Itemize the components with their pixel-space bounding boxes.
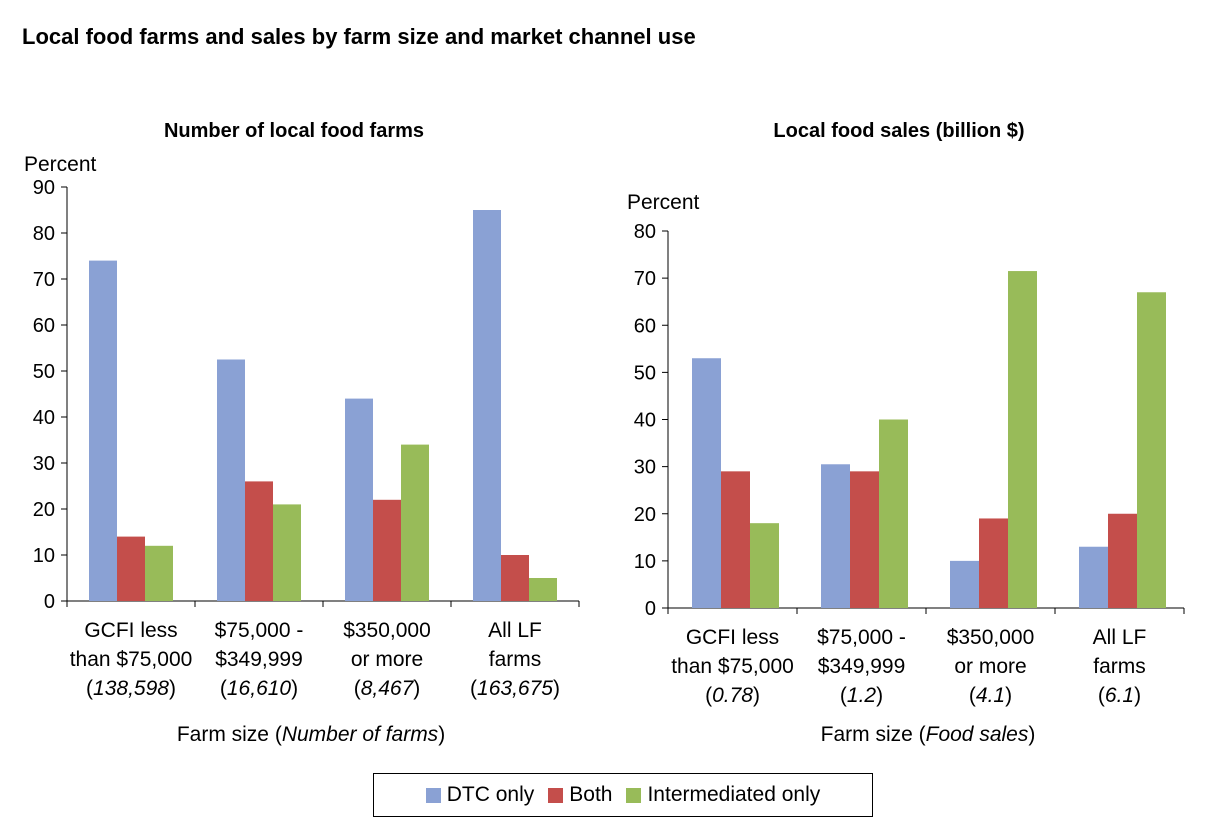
chart1-category-label: than $75,000 — [70, 648, 193, 671]
chart2-category-note: (6.1) — [1098, 684, 1141, 707]
chart1-category-label: $350,000 — [343, 619, 431, 642]
legend-item-both: Both — [548, 783, 612, 807]
chart1-category-label: $75,000 - — [215, 619, 304, 642]
chart2-bar — [1137, 292, 1166, 608]
legend-swatch-intermediated — [626, 787, 642, 803]
chart2-category-label: than $75,000 — [671, 655, 794, 678]
chart2-category-label: $75,000 - — [817, 626, 906, 649]
chart1-ytick-label: 0 — [44, 591, 55, 613]
legend-item-intermediated: Intermediated only — [626, 783, 820, 807]
chart1-ytick-label: 60 — [33, 315, 55, 337]
chart1-ytick-label: 90 — [33, 177, 55, 199]
chart2-ytick-label: 50 — [634, 362, 656, 384]
chart2-bar — [821, 464, 850, 608]
chart2-category-label: $350,000 — [947, 626, 1035, 649]
chart1-category-label: $349,999 — [215, 648, 303, 671]
chart2-bar — [1079, 546, 1108, 608]
chart2-bar — [850, 471, 879, 608]
chart2-xlabel: Farm size (Food sales) — [821, 723, 1036, 746]
chart2-bar — [721, 471, 750, 608]
chart2-ytick-label: 60 — [634, 315, 656, 337]
chart2-ytick-label: 70 — [634, 268, 656, 290]
chart1-bar — [117, 536, 145, 601]
chart1-bar — [501, 555, 529, 601]
chart2-ytick-label: 40 — [634, 410, 656, 432]
chart1-xlabel: Farm size (Number of farms) — [177, 723, 445, 746]
chart2-ytick-label: 10 — [634, 551, 656, 573]
chart2-bar — [1008, 271, 1037, 608]
chart1-ylabel: Percent — [24, 153, 97, 176]
chart1-ytick-label: 50 — [33, 361, 55, 383]
chart2-category-label: $349,999 — [818, 655, 906, 678]
chart2-ytick-label: 20 — [634, 504, 656, 526]
legend: DTC only Both Intermediated only — [373, 773, 873, 817]
legend-label-intermediated: Intermediated only — [647, 783, 821, 806]
chart1-bar — [529, 578, 557, 601]
chart1-bar — [373, 499, 401, 601]
chart1-ytick-label: 30 — [33, 453, 55, 475]
chart1-category-note: (138,598) — [86, 677, 176, 700]
chart1-ytick-label: 10 — [33, 545, 55, 567]
chart1-category-label: farms — [489, 648, 542, 671]
chart2-bar — [1108, 513, 1137, 608]
chart2-bar — [950, 560, 979, 608]
chart1-bar — [273, 504, 301, 601]
chart2-bar — [750, 523, 779, 608]
chart2-ytick-label: 80 — [634, 221, 656, 243]
chart1-category-note: (163,675) — [470, 677, 560, 700]
chart1-ytick-label: 70 — [33, 269, 55, 291]
chart2-category-note: (0.78) — [705, 684, 760, 707]
legend-label-dtc: DTC only — [446, 783, 535, 806]
legend-item-dtc: DTC only — [425, 783, 535, 807]
legend-swatch-both — [548, 787, 564, 803]
legend-swatch-dtc — [425, 787, 441, 803]
chart1-title: Number of local food farms — [164, 120, 424, 142]
chart2-category-label: All LF — [1093, 626, 1147, 649]
legend-label-both: Both — [569, 783, 613, 806]
chart1-bar — [145, 545, 173, 601]
chart2-category-label: GCFI less — [686, 626, 779, 649]
chart1-ytick-label: 40 — [33, 407, 55, 429]
chart1-category-label: All LF — [488, 619, 542, 642]
chart1-bar — [345, 398, 373, 601]
chart1-category-label: or more — [351, 648, 423, 671]
chart2-bar — [979, 518, 1008, 608]
chart2-ytick-label: 0 — [645, 598, 656, 620]
chart1-bar — [473, 210, 501, 601]
chart2-bar — [692, 358, 721, 608]
chart1-category-note: (16,610) — [220, 677, 298, 700]
chart2-category-note: (4.1) — [969, 684, 1012, 707]
chart2-ytick-label: 30 — [634, 457, 656, 479]
chart2-title: Local food sales (billion $) — [773, 120, 1024, 142]
chart1-bar — [89, 260, 117, 601]
chart2-category-label: farms — [1093, 655, 1146, 678]
chart1-category-note: (8,467) — [354, 677, 421, 700]
chart2-category-note: (1.2) — [840, 684, 883, 707]
chart1-bar — [245, 481, 273, 601]
chart2-category-label: or more — [954, 655, 1026, 678]
chart2-ylabel: Percent — [627, 191, 700, 214]
chart1-category-label: GCFI less — [84, 619, 177, 642]
page-title: Local food farms and sales by farm size … — [22, 24, 696, 49]
chart2-bar — [879, 419, 908, 608]
chart1-ytick-label: 20 — [33, 499, 55, 521]
chart1-ytick-label: 80 — [33, 223, 55, 245]
chart1-bar — [217, 359, 245, 601]
chart1-bar — [401, 444, 429, 601]
